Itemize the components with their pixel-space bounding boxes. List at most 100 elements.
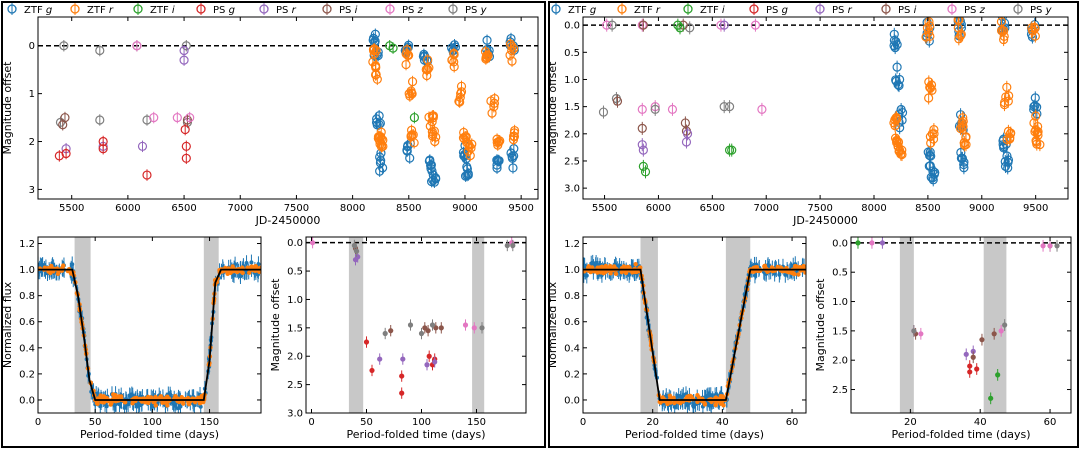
flux-point-ztf-r <box>230 264 235 269</box>
data-point <box>375 152 385 162</box>
y-tick-label: 0.4 <box>19 343 35 354</box>
data-point <box>999 34 1009 45</box>
right-bottom-mag-panel: 20 40 60 0.0 0.5 1.0 1.5 2.0 2.5 Period-folded ti… <box>814 236 1072 441</box>
x-tick-label: 8000 <box>340 203 365 214</box>
data-point <box>956 147 966 158</box>
data-point <box>372 74 382 84</box>
data-point <box>602 20 612 30</box>
data-point <box>462 322 469 328</box>
data-point <box>180 124 190 135</box>
data-point <box>958 116 968 126</box>
flux-point-ztf-r <box>689 394 694 399</box>
data-point <box>510 125 520 136</box>
data-point <box>492 155 502 165</box>
x-tick-label: 150 <box>200 417 219 428</box>
data-point <box>455 92 465 102</box>
right-bottom-flux-axes-frame <box>582 236 807 414</box>
flux-point-ztf-r <box>119 394 124 399</box>
data-point <box>879 240 886 246</box>
x-tick-label: 8000 <box>861 203 886 214</box>
data-point <box>896 104 906 115</box>
data-point <box>612 96 623 106</box>
left-legend-label: PS y <box>465 5 488 16</box>
right-legend-label: ZTF r <box>634 5 661 16</box>
data-point <box>895 123 905 133</box>
y-tick-label: 0.6 <box>564 317 580 328</box>
flux-point-ztf-r <box>162 400 167 405</box>
data-point <box>401 59 411 70</box>
flux-point-ztf-r <box>247 270 252 275</box>
data-point <box>363 339 370 345</box>
right-legend-label: PS i <box>898 5 917 16</box>
x-tick-label: 7500 <box>284 203 309 214</box>
flux-point-ztf-r <box>775 264 780 270</box>
data-point <box>354 248 360 254</box>
left-bottom-flux-plot-area <box>38 237 261 413</box>
data-point <box>967 363 973 369</box>
data-point <box>958 113 968 123</box>
left-legend-label: ZTF g <box>24 5 52 16</box>
x-tick-label: 60 <box>786 417 799 428</box>
flux-point-ztf-r <box>586 264 591 269</box>
data-point <box>890 42 900 53</box>
right-bottom-flux-y-axis-label: Normalized flux <box>546 281 559 368</box>
data-point <box>1032 139 1042 149</box>
y-tick-label: 2.5 <box>287 380 303 391</box>
data-point <box>510 242 516 249</box>
right-top-axes-frame <box>582 16 1069 200</box>
flux-point-ztf-r <box>165 394 170 399</box>
data-point <box>855 240 861 246</box>
data-point <box>471 325 477 331</box>
data-point <box>95 45 105 56</box>
left-bottom-mag-panel: 0 50 100 150 0.0 0.5 1.0 1.5 2.0 2.5 3.0 Period-fol… <box>269 236 527 441</box>
x-tick-label: 40 <box>716 417 729 428</box>
flux-point-ztf-r <box>630 270 635 275</box>
data-point <box>924 17 934 27</box>
y-tick-label: 1.0 <box>832 297 848 308</box>
data-point <box>400 356 406 362</box>
data-point <box>637 140 647 150</box>
data-point <box>495 136 505 146</box>
data-point <box>923 147 933 157</box>
y-tick-label: 3.0 <box>564 184 580 195</box>
y-tick-label: 1.0 <box>19 265 35 276</box>
data-point <box>961 132 971 143</box>
x-tick-label: 0 <box>35 417 41 428</box>
data-point <box>959 137 969 148</box>
data-point <box>462 164 472 174</box>
data-point <box>678 20 688 30</box>
right-legend-label: ZTF i <box>700 5 725 16</box>
right-bottom-mag-axes-frame <box>850 236 1072 414</box>
data-point <box>505 50 515 60</box>
flux-point-ztf-r <box>225 271 230 277</box>
data-point <box>924 93 934 103</box>
data-point <box>925 82 935 92</box>
data-point <box>988 395 994 401</box>
x-tick-label: 6000 <box>115 203 140 214</box>
shaded-span <box>899 237 914 413</box>
left-bottom-flux-x-axis-label: Period-folded time (days) <box>80 428 219 441</box>
data-point <box>310 240 316 246</box>
data-point <box>925 21 935 31</box>
data-point <box>402 45 412 55</box>
data-point <box>998 328 1004 334</box>
data-point <box>894 80 904 91</box>
flux-point-ztf-r <box>634 269 640 275</box>
left-bottom-mag-x-axis-label: Period-folded time (days) <box>346 428 485 441</box>
x-tick-label: 150 <box>467 417 486 428</box>
flux-point-ztf-r <box>108 402 113 407</box>
y-tick-label: 1.5 <box>287 323 303 334</box>
data-point <box>1002 151 1012 161</box>
data-point <box>372 114 382 124</box>
data-point <box>956 29 966 40</box>
y-tick-label: 1.5 <box>832 326 848 337</box>
right-bottom-mag-x-axis-label: Period-folded time (days) <box>891 428 1030 441</box>
flux-point-ztf-g <box>176 406 181 411</box>
right-legend: ZTF g ZTF r ZTF i PS g PS r PS i PS z PS y <box>551 3 1053 16</box>
left-bottom-flux-axes-frame <box>37 236 262 414</box>
x-tick-label: 40 <box>974 417 987 428</box>
data-point <box>724 102 735 112</box>
data-point <box>1047 243 1053 249</box>
flux-point-ztf-r <box>123 400 128 405</box>
